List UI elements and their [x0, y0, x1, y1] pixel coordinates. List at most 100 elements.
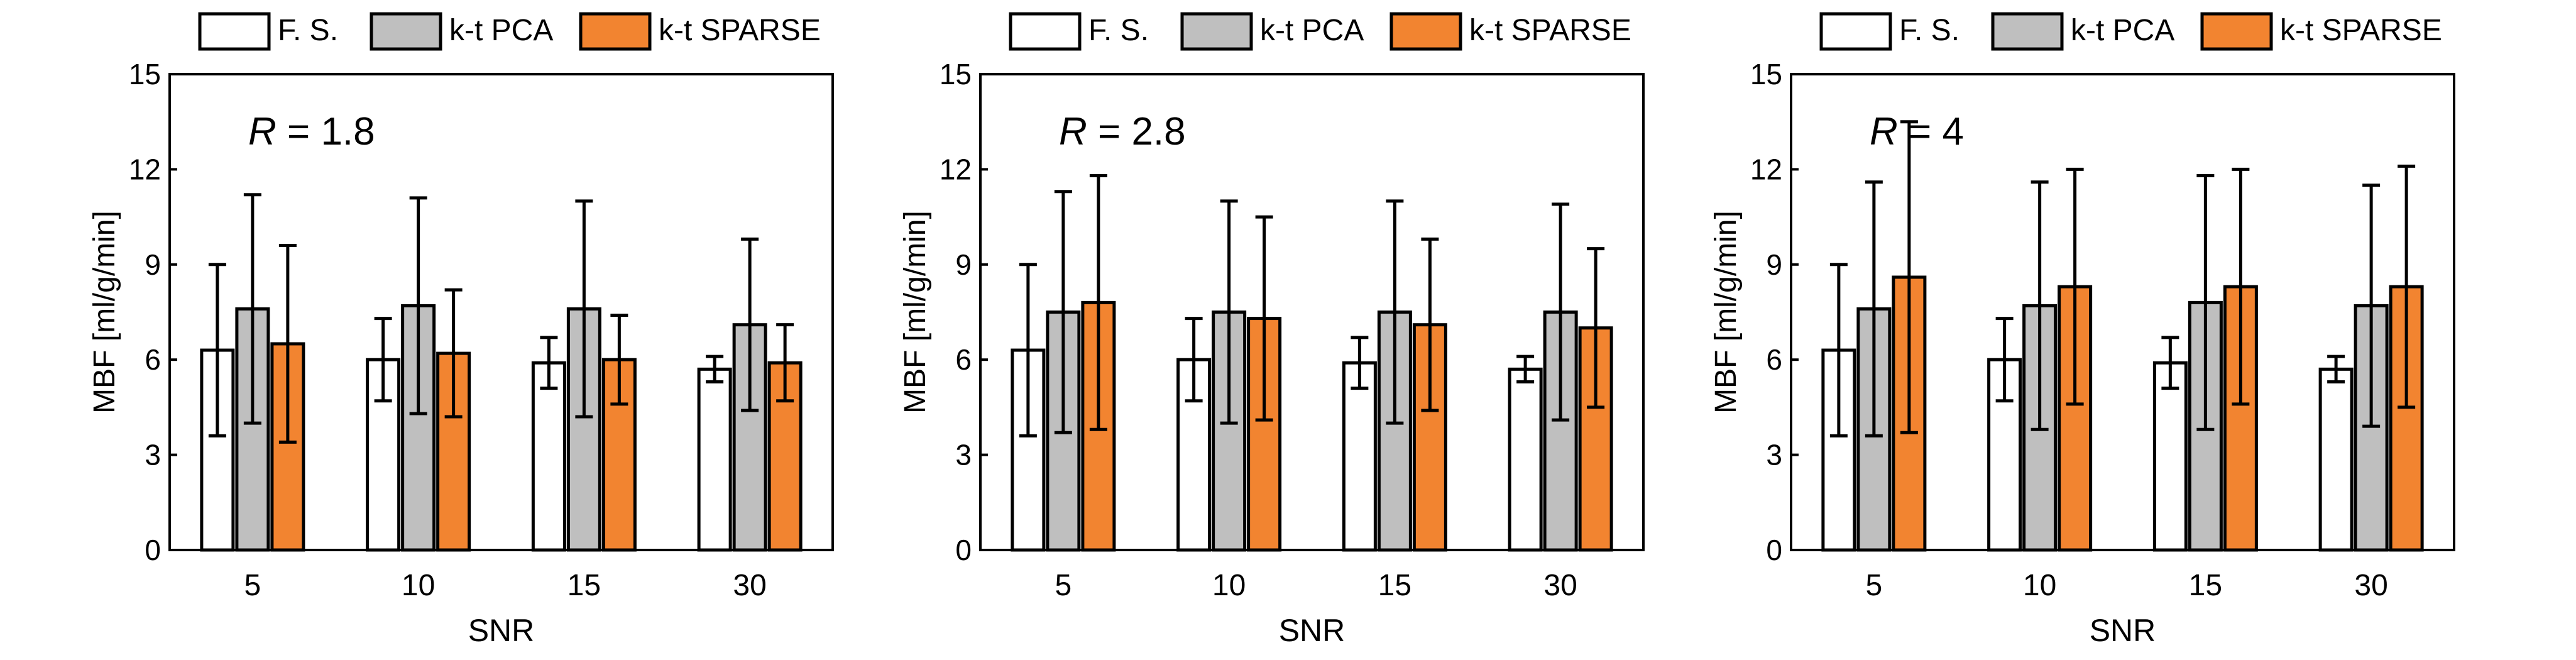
y-tick-label-3: 3 — [145, 439, 161, 471]
y-tick-label-6: 6 — [955, 343, 972, 376]
error-bar-2-snr-15 — [2196, 173, 2215, 431]
error-bar-2-snr-10 — [2031, 180, 2049, 431]
legend-label-1: F. S. — [1899, 14, 1959, 47]
acceleration-annotation: R = 1.8 — [248, 110, 375, 153]
x-axis-label: SNR — [1279, 613, 1346, 648]
error-bar-2-snr-15 — [575, 199, 593, 419]
y-tick-label-6: 6 — [1766, 343, 1782, 376]
error-bar-1-snr-30 — [2327, 355, 2345, 384]
error-bar-3-snr-30 — [776, 323, 794, 403]
plot-area-frame — [1790, 73, 2455, 551]
legend-swatch-2 — [1180, 12, 1253, 51]
y-tick-label-12: 12 — [1750, 153, 1782, 185]
legend-label-1: F. S. — [1088, 14, 1149, 47]
legend-label-2: k-t PCA — [1260, 14, 1364, 47]
legend-swatch-3 — [1389, 12, 1462, 51]
error-bar-2-snr-15 — [1386, 199, 1404, 425]
bar-f-s--snr-30 — [2318, 367, 2354, 552]
x-tick-label-10: 10 — [402, 569, 435, 602]
error-bar-3-snr-30 — [1587, 247, 1605, 409]
legend-label-1: F. S. — [278, 14, 338, 47]
legend-label-2: k-t PCA — [449, 14, 553, 47]
y-tick-label-6: 6 — [145, 343, 161, 376]
legend-label-3: k-t SPARSE — [1469, 14, 1631, 47]
error-bar-3-snr-10 — [2066, 167, 2084, 406]
annotation-variable: R — [1059, 110, 1087, 153]
y-tick-label-3: 3 — [1766, 439, 1782, 471]
bar-f-s--snr-30 — [697, 367, 732, 552]
error-bar-1-snr-30 — [706, 355, 724, 384]
y-tick-label-9: 9 — [145, 248, 161, 281]
y-tick-label-12: 12 — [940, 153, 972, 185]
legend-label-2: k-t PCA — [2071, 14, 2174, 47]
y-tick-label-9: 9 — [955, 248, 972, 281]
y-tick-label-12: 12 — [129, 153, 161, 185]
error-bar-2-snr-5 — [243, 193, 261, 425]
y-tick-label-15: 15 — [129, 58, 161, 91]
x-tick-label-5: 5 — [1055, 569, 1072, 602]
error-bar-1-snr-5 — [208, 263, 226, 437]
plot-area-frame — [168, 73, 834, 551]
y-axis-label: MBF [ml/g/min] — [88, 211, 121, 414]
error-bar-3-snr-15 — [610, 314, 628, 406]
error-bar-1-snr-5 — [1019, 263, 1037, 437]
bar-f-s--snr-15 — [1342, 361, 1377, 552]
y-tick-label-15: 15 — [940, 58, 972, 91]
legend-label-3: k-t SPARSE — [659, 14, 821, 47]
error-bar-3-snr-30 — [2398, 164, 2416, 409]
legend-swatch-1 — [198, 12, 271, 51]
chart-panel-3: F. S. k-t PCA k-t SPARSE 0 3 6 9 12 15 5 10 15 30 SNR… — [1709, 12, 2455, 648]
annotation-value: = 2.8 — [1087, 110, 1186, 153]
chart-panel-1: F. S. k-t PCA k-t SPARSE 0 3 6 9 12 15 5 10 15 30 SNR… — [88, 12, 834, 648]
legend-swatch-2 — [1991, 12, 2064, 51]
legend-swatch-2 — [370, 12, 442, 51]
annotation-variable: R — [248, 110, 277, 153]
error-bar-2-snr-10 — [409, 196, 427, 415]
y-tick-label-0: 0 — [145, 534, 161, 566]
error-bar-2-snr-10 — [1220, 199, 1238, 425]
legend-label-3: k-t SPARSE — [2280, 14, 2442, 47]
x-tick-label-15: 15 — [567, 569, 601, 602]
plot-area-frame — [979, 73, 1645, 551]
error-bar-2-snr-5 — [1054, 190, 1072, 434]
legend-swatch-3 — [2200, 12, 2273, 51]
legend-swatch-1 — [1009, 12, 1082, 51]
acceleration-annotation: R = 4 — [1870, 110, 1964, 153]
x-tick-label-30: 30 — [733, 569, 766, 602]
bar-f-s--snr-15 — [2152, 361, 2188, 552]
error-bar-3-snr-5 — [278, 244, 297, 444]
x-tick-label-15: 15 — [1378, 569, 1411, 602]
bar-f-s--snr-15 — [531, 361, 566, 552]
bar-f-s--snr-5 — [1011, 348, 1046, 552]
error-bar-1-snr-15 — [1351, 336, 1369, 390]
y-axis-label: MBF [ml/g/min] — [899, 211, 932, 414]
annotation-value: = 4 — [1898, 110, 1964, 153]
error-bar-1-snr-10 — [1185, 317, 1203, 403]
x-axis-label: SNR — [468, 613, 535, 648]
error-bar-2-snr-30 — [2362, 184, 2381, 428]
x-tick-label-30: 30 — [1543, 569, 1577, 602]
x-axis-label: SNR — [2090, 613, 2156, 648]
x-tick-label-10: 10 — [1212, 569, 1246, 602]
error-bar-2-snr-30 — [741, 237, 759, 412]
annotation-value: = 1.8 — [277, 110, 375, 153]
y-tick-label-0: 0 — [955, 534, 972, 566]
y-tick-label-3: 3 — [955, 439, 972, 471]
annotation-variable: R — [1870, 110, 1898, 153]
x-tick-label-10: 10 — [2023, 569, 2056, 602]
error-bar-1-snr-15 — [2161, 336, 2179, 390]
legend-swatch-1 — [1819, 12, 1892, 51]
bar-f-s--snr-30 — [1508, 367, 1543, 552]
chart-panel-2: F. S. k-t PCA k-t SPARSE 0 3 6 9 12 15 5 10 15 30 SNR… — [899, 12, 1645, 648]
error-bar-1-snr-10 — [1995, 317, 2014, 403]
error-bar-1-snr-10 — [374, 317, 392, 403]
error-bar-3-snr-10 — [1255, 215, 1273, 422]
legend-swatch-3 — [579, 12, 652, 51]
y-tick-label-0: 0 — [1766, 534, 1782, 566]
error-bar-2-snr-30 — [1552, 202, 1570, 422]
x-tick-label-5: 5 — [1866, 569, 1883, 602]
error-bar-1-snr-15 — [540, 336, 558, 390]
error-bar-2-snr-5 — [1865, 180, 1883, 437]
error-bar-1-snr-30 — [1516, 355, 1535, 384]
